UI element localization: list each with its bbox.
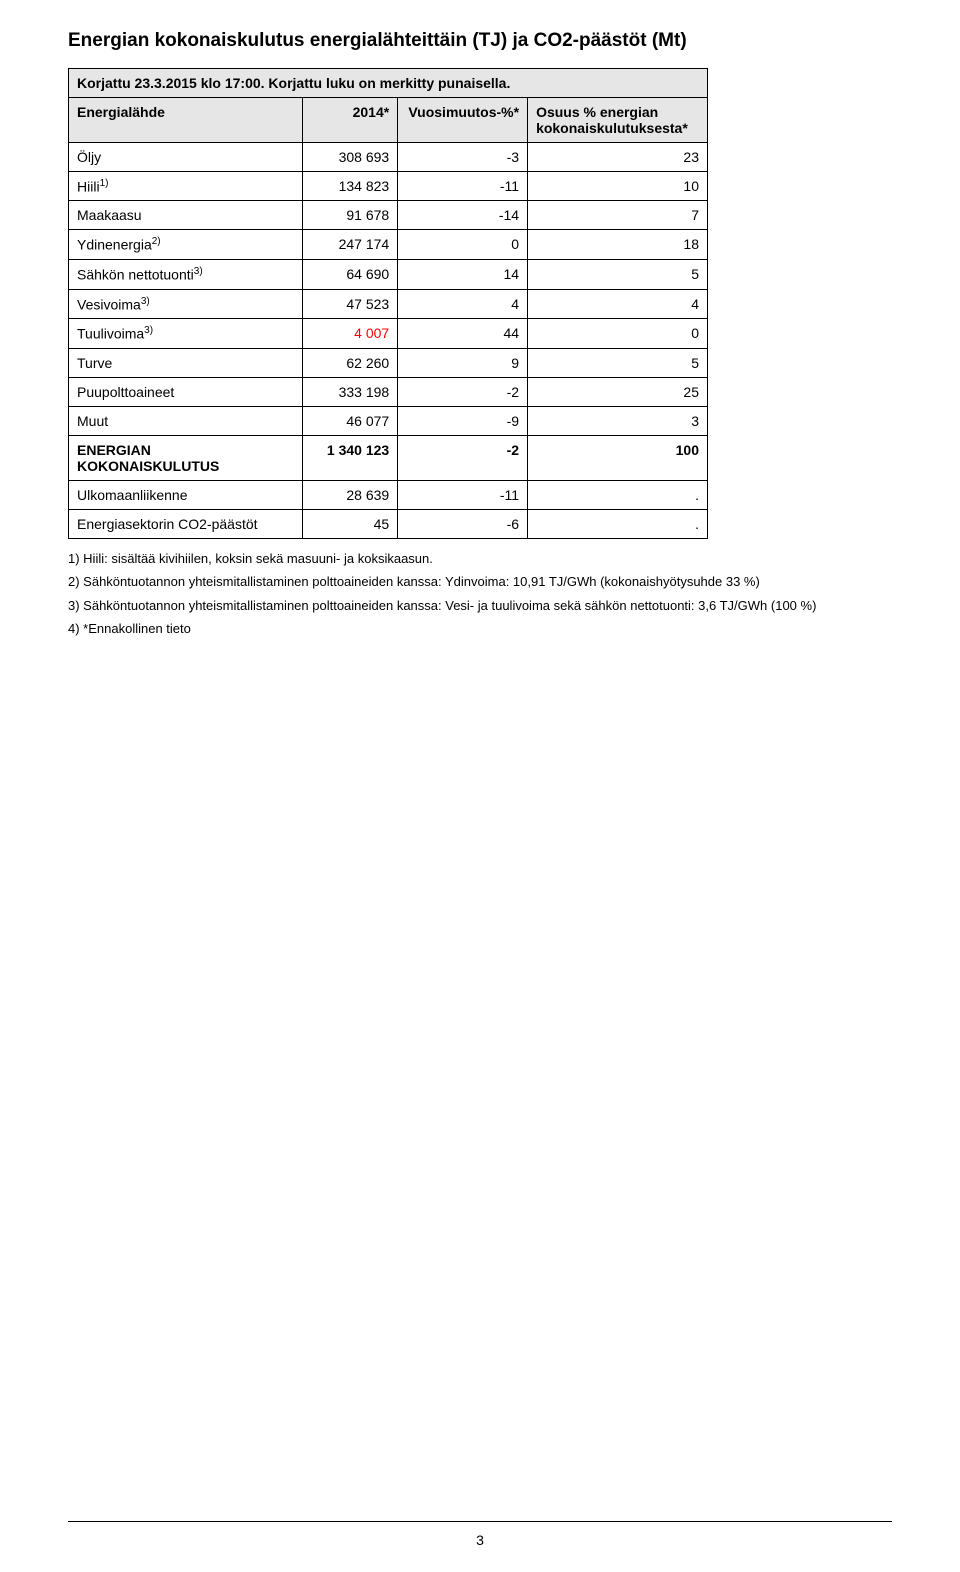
row-value: 91 678 [303, 201, 398, 230]
row-share: 18 [528, 230, 708, 260]
row-change: 44 [398, 319, 528, 349]
row-value: 333 198 [303, 377, 398, 406]
row-value: 1 340 123 [303, 435, 398, 480]
footnote: 3) Sähköntuotannon yhteismitallistaminen… [68, 596, 892, 616]
row-label: Sähkön nettotuonti3) [69, 259, 303, 289]
row-change: -2 [398, 435, 528, 480]
row-value: 47 523 [303, 289, 398, 319]
table-subtitle: Korjattu 23.3.2015 klo 17:00. Korjattu l… [69, 68, 708, 97]
row-value: 308 693 [303, 142, 398, 171]
row-change: -14 [398, 201, 528, 230]
row-label: Turve [69, 348, 303, 377]
page-title: Energian kokonaiskulutus energialähteitt… [68, 28, 892, 54]
page-number: 3 [0, 1532, 960, 1548]
document-page: Energian kokonaiskulutus energialähteitt… [0, 0, 960, 1572]
footnote: 1) Hiili: sisältää kivihiilen, koksin se… [68, 549, 892, 569]
table-subtitle-row: Korjattu 23.3.2015 klo 17:00. Korjattu l… [69, 68, 708, 97]
table-row: Ulkomaanliikenne28 639-11. [69, 480, 708, 509]
col-header-change: Vuosimuutos-%* [398, 97, 528, 142]
row-label: Energiasektorin CO2-päästöt [69, 509, 303, 538]
row-change: 14 [398, 259, 528, 289]
table-row: Muut46 077-93 [69, 406, 708, 435]
row-value: 247 174 [303, 230, 398, 260]
row-change: -11 [398, 480, 528, 509]
row-share: 100 [528, 435, 708, 480]
table-row: ENERGIAN KOKONAISKULUTUS1 340 123-2100 [69, 435, 708, 480]
col-header-year: 2014* [303, 97, 398, 142]
superscript: 3) [194, 266, 203, 277]
col-header-share: Osuus % energian kokonaiskulutuksesta* [528, 97, 708, 142]
row-change: -9 [398, 406, 528, 435]
row-change: -11 [398, 171, 528, 201]
row-value: 134 823 [303, 171, 398, 201]
table-row: Puupolttoaineet333 198-225 [69, 377, 708, 406]
row-change: 9 [398, 348, 528, 377]
table-row: Energiasektorin CO2-päästöt45-6. [69, 509, 708, 538]
superscript: 3) [144, 325, 153, 336]
table-row: Ydinenergia2)247 174018 [69, 230, 708, 260]
row-share: 4 [528, 289, 708, 319]
footer-rule [68, 1521, 892, 1522]
row-value: 62 260 [303, 348, 398, 377]
superscript: 3) [141, 296, 150, 307]
row-label: Öljy [69, 142, 303, 171]
row-share: 0 [528, 319, 708, 349]
row-value: 46 077 [303, 406, 398, 435]
table-row: Vesivoima3)47 52344 [69, 289, 708, 319]
row-label: Ydinenergia2) [69, 230, 303, 260]
row-change: 4 [398, 289, 528, 319]
table-row: Maakaasu91 678-147 [69, 201, 708, 230]
row-change: -2 [398, 377, 528, 406]
table-row: Hiili1)134 823-1110 [69, 171, 708, 201]
col-header-source: Energialähde [69, 97, 303, 142]
row-label: Muut [69, 406, 303, 435]
table-row: Sähkön nettotuonti3)64 690145 [69, 259, 708, 289]
row-label: Hiili1) [69, 171, 303, 201]
footnote: 4) *Ennakollinen tieto [68, 619, 892, 639]
table-body: Öljy308 693-323Hiili1)134 823-1110Maakaa… [69, 142, 708, 538]
row-value: 4 007 [303, 319, 398, 349]
row-share: 5 [528, 348, 708, 377]
row-share: 10 [528, 171, 708, 201]
footnotes: 1) Hiili: sisältää kivihiilen, koksin se… [68, 549, 892, 639]
table-row: Turve62 26095 [69, 348, 708, 377]
row-label: Vesivoima3) [69, 289, 303, 319]
superscript: 1) [100, 178, 109, 189]
footnote: 2) Sähköntuotannon yhteismitallistaminen… [68, 572, 892, 592]
row-share: 5 [528, 259, 708, 289]
row-label: Tuulivoima3) [69, 319, 303, 349]
superscript: 2) [152, 236, 161, 247]
row-value: 64 690 [303, 259, 398, 289]
row-label: Maakaasu [69, 201, 303, 230]
row-value: 45 [303, 509, 398, 538]
energy-table: Korjattu 23.3.2015 klo 17:00. Korjattu l… [68, 68, 708, 539]
row-value: 28 639 [303, 480, 398, 509]
row-share: 7 [528, 201, 708, 230]
row-share: 3 [528, 406, 708, 435]
row-change: -3 [398, 142, 528, 171]
table-header-row: Energialähde 2014* Vuosimuutos-%* Osuus … [69, 97, 708, 142]
row-label: Puupolttoaineet [69, 377, 303, 406]
row-label: ENERGIAN KOKONAISKULUTUS [69, 435, 303, 480]
table-row: Tuulivoima3)4 007440 [69, 319, 708, 349]
row-share: . [528, 480, 708, 509]
row-share: 25 [528, 377, 708, 406]
row-share: 23 [528, 142, 708, 171]
row-change: 0 [398, 230, 528, 260]
row-change: -6 [398, 509, 528, 538]
row-share: . [528, 509, 708, 538]
row-label: Ulkomaanliikenne [69, 480, 303, 509]
table-row: Öljy308 693-323 [69, 142, 708, 171]
